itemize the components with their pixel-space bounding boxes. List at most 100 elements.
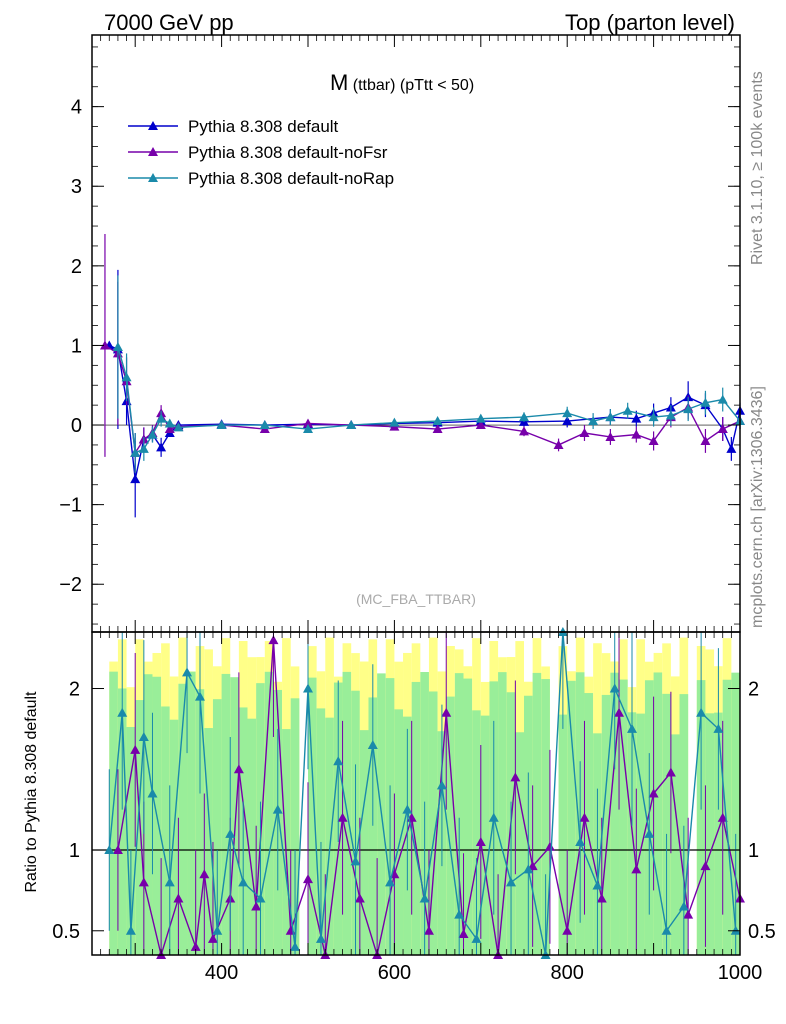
main-data-point xyxy=(631,429,642,439)
ratio-band-green xyxy=(463,678,473,955)
ratio-data-point xyxy=(575,836,586,846)
ratio-data-point xyxy=(696,707,707,717)
main-data-point xyxy=(389,417,400,427)
main-data-point xyxy=(579,428,590,437)
main-data-point xyxy=(588,416,599,426)
main-data-point xyxy=(173,422,184,432)
ratio-band-green xyxy=(325,717,334,955)
ratio-data-point xyxy=(212,925,223,935)
ratio-data-point xyxy=(562,925,573,935)
ratio-band-green xyxy=(705,713,715,955)
ratio-band-green xyxy=(308,677,317,955)
ratio-data-point xyxy=(130,744,141,754)
ratio-band-green xyxy=(731,672,740,955)
ratio-data-point xyxy=(303,683,313,693)
ratio-band-green xyxy=(221,673,231,955)
ratio-data-point xyxy=(661,925,672,935)
ratio-data-point xyxy=(350,856,361,866)
ratio-data-point xyxy=(190,941,201,951)
ratio-data-point xyxy=(475,836,486,846)
ratio-data-point xyxy=(225,828,236,838)
main-data-point xyxy=(562,416,573,426)
ratio-band-green xyxy=(653,672,663,955)
ratio-plot-marks xyxy=(92,627,745,959)
ratio-band-green xyxy=(264,671,274,955)
main-ytick-label: 1 xyxy=(71,335,82,357)
ratio-data-point xyxy=(402,804,413,814)
ratio-data-point xyxy=(104,845,115,855)
xtick-label: 600 xyxy=(378,962,411,984)
ratio-data-point xyxy=(631,864,642,874)
main-data-point xyxy=(112,342,123,352)
xtick-label: 800 xyxy=(551,962,584,984)
ratio-band-green xyxy=(515,732,524,955)
ratio-data-point xyxy=(367,740,378,750)
main-ytick-label: 3 xyxy=(71,176,82,198)
main-ytick-label: −1 xyxy=(59,495,82,517)
ratio-band-green xyxy=(247,718,257,955)
xtick-label: 400 xyxy=(205,962,238,984)
ratio-data-point xyxy=(700,861,711,871)
ratio-data-point xyxy=(644,828,655,838)
ratio-data-point xyxy=(717,812,728,822)
ratio-band-green xyxy=(428,691,438,955)
ratio-ytick-label: 1 xyxy=(69,840,80,862)
main-data-point xyxy=(99,340,110,350)
ratio-data-point xyxy=(164,877,175,887)
ratio-data-point xyxy=(488,812,499,822)
legend-marker xyxy=(148,173,158,182)
ratio-data-point xyxy=(683,909,694,919)
rivet-label: Rivet 3.1.10, ≥ 100k events xyxy=(749,71,766,265)
main-data-point xyxy=(665,410,676,420)
ratio-data-point xyxy=(251,901,262,911)
main-data-point xyxy=(130,447,141,457)
ratio-band-green xyxy=(662,693,671,955)
main-data-point xyxy=(432,416,443,426)
main-data-point xyxy=(519,412,529,422)
ratio-data-point xyxy=(138,877,149,887)
ratio-data-point xyxy=(506,877,517,887)
ratio-band-green xyxy=(541,679,550,955)
ratio-ytick-label: 0.5 xyxy=(52,921,80,943)
ratio-data-point xyxy=(238,877,249,887)
ratio-band-green xyxy=(316,708,326,955)
main-data-point xyxy=(622,405,633,415)
main-data-point xyxy=(605,431,616,441)
main-title: M (ttbar) (pTtt < 50) xyxy=(330,70,474,95)
ratio-ytick-label-right: 2 xyxy=(748,679,759,701)
legend-marker xyxy=(148,147,158,156)
ratio-band-green xyxy=(696,680,706,955)
ratio-ylabel: Ratio to Pythia 8.308 default xyxy=(23,691,40,893)
ratio-band-green xyxy=(212,699,222,955)
ratio-data-point xyxy=(333,756,344,766)
legend-label: Pythia 8.308 default-noRap xyxy=(188,169,394,188)
ratio-data-point xyxy=(423,925,434,935)
ratio-data-point xyxy=(337,812,348,822)
main-data-point xyxy=(164,418,175,428)
ratio-band-green xyxy=(394,709,404,955)
ratio-data-point xyxy=(458,929,469,939)
ratio-band-green xyxy=(195,689,205,955)
ratio-data-point xyxy=(713,723,724,733)
ratio-data-point xyxy=(454,909,465,919)
ratio-data-point xyxy=(233,764,244,774)
main-data-point xyxy=(562,408,573,418)
ratio-data-point xyxy=(579,812,590,822)
ratio-data-point xyxy=(117,707,128,717)
ratio-data-point xyxy=(436,780,447,790)
ratio-data-point xyxy=(510,772,521,782)
ratio-band-green xyxy=(558,714,568,955)
ratio-data-point xyxy=(627,723,637,733)
main-data-point xyxy=(700,397,711,407)
ratio-data-point xyxy=(255,893,266,903)
ratio-data-point xyxy=(614,707,625,717)
main-data-point xyxy=(432,424,443,434)
ratio-data-point xyxy=(199,869,210,879)
ratio-series-line xyxy=(108,631,737,956)
main-data-point xyxy=(605,412,616,422)
ratio-data-point xyxy=(138,731,149,741)
main-data-point xyxy=(683,404,694,414)
ratio-data-point xyxy=(609,683,620,693)
ratio-data-point xyxy=(385,877,396,887)
main-title-symbol: M xyxy=(330,70,348,95)
